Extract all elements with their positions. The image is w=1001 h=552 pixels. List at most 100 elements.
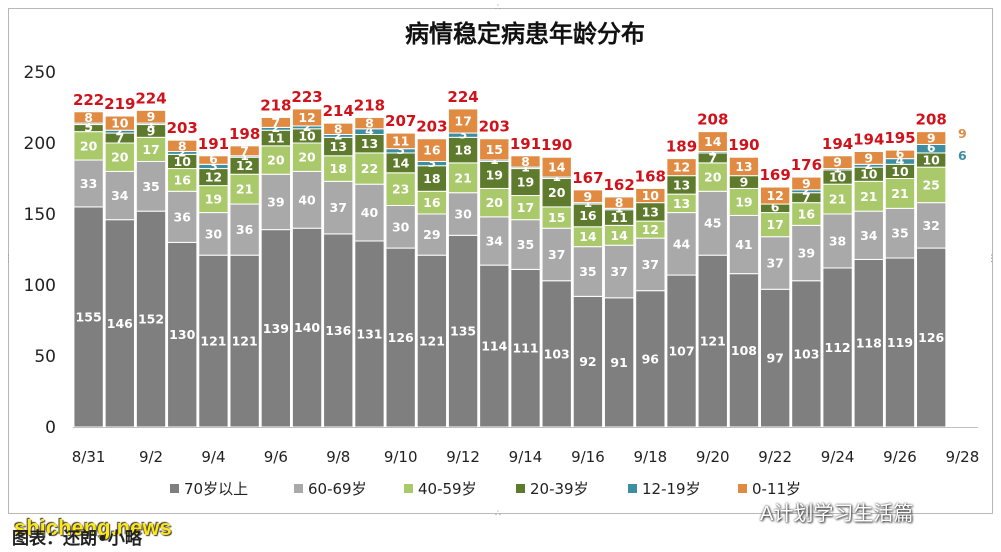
bar-segment-label: 37: [610, 264, 627, 279]
bar-segment: [853, 258, 884, 428]
bar-total-label: 194: [822, 135, 853, 153]
bar-segment-label: 30: [454, 207, 472, 222]
bar-segment: [541, 156, 572, 178]
bar-segment: [229, 145, 260, 157]
bar-segment-label: 9: [833, 155, 842, 170]
bar-segment-label: 9: [147, 123, 156, 138]
bar-segment-label: 8: [615, 195, 624, 210]
legend-label: 12-19岁: [642, 480, 701, 498]
bar-segment-label: 10: [174, 154, 192, 169]
bar-segment-label: 16: [423, 195, 441, 210]
legend-swatch: [738, 484, 747, 493]
bar-total-label: 224: [447, 88, 478, 106]
bar-segment-label: 7: [240, 143, 249, 158]
bar-total-label: 168: [635, 167, 666, 185]
bar-segment-label: 40: [298, 192, 316, 207]
bar-segment-label: 20: [267, 153, 285, 168]
bar-segment-label: 19: [735, 194, 752, 209]
watermark-right: A计划学习生活篇: [760, 503, 914, 525]
bar-segment-label: 14: [610, 228, 628, 243]
bar-segment: [198, 212, 229, 256]
y-tick-label: 200: [24, 134, 56, 154]
side-value-label: 6: [958, 148, 967, 163]
resize-handle-bottom[interactable]: ∴: [495, 509, 501, 519]
bar-segment: [167, 139, 198, 153]
bar-segment-label: 5: [84, 120, 93, 135]
bar-segment-label: 10: [829, 170, 847, 185]
bar-segment-label: 121: [232, 334, 258, 349]
bar-segment-label: 126: [388, 330, 414, 345]
bar-segment: [884, 149, 916, 160]
bar-segment: [385, 247, 416, 428]
bar-segment-label: 9: [802, 176, 811, 191]
bar-segment: [416, 213, 448, 256]
bar-segment-label: 23: [392, 182, 409, 197]
legend-label: 20-39岁: [530, 480, 589, 498]
bar-segment: [135, 136, 167, 162]
y-tick-label: 150: [24, 205, 56, 225]
bar-segment-label: 12: [673, 160, 690, 175]
legend-swatch: [628, 484, 637, 493]
bar-segment: [666, 158, 697, 177]
bar-segment: [135, 109, 167, 124]
y-tick-label: 0: [45, 418, 56, 438]
watermark-left: shicheng.news: [14, 515, 172, 540]
bar-total-label: 189: [666, 138, 697, 156]
bar-segment-label: 9: [927, 131, 936, 146]
bar-segment-label: 111: [512, 341, 538, 356]
bar-total-label: 224: [135, 89, 166, 107]
x-tick-label: 9/26: [883, 448, 917, 466]
bar-total-label: 176: [791, 156, 822, 174]
bar-segment-label: 3: [209, 158, 218, 173]
bar-segment: [697, 190, 728, 256]
bar-segment-label: 3: [428, 155, 437, 170]
bar-segment: [354, 152, 385, 185]
bar-segment-label: 37: [766, 255, 783, 270]
bar-segment-label: 34: [111, 188, 129, 203]
bar-segment-label: 35: [891, 226, 908, 241]
bar-segment-label: 10: [298, 128, 316, 143]
bar-segment-label: 45: [704, 216, 721, 231]
bar-segment: [728, 273, 760, 428]
bar-total-label: 208: [697, 111, 728, 129]
bar-segment: [447, 162, 479, 194]
bar-total-label: 167: [572, 169, 603, 187]
bar-segment: [759, 212, 791, 238]
resize-handle-right[interactable]: ⋮: [987, 254, 996, 264]
x-tick-label: 9/16: [571, 448, 605, 466]
bar-segment: [603, 196, 635, 209]
bar-segment-label: 16: [798, 207, 816, 222]
bar-segment-label: 37: [548, 247, 565, 262]
bar-segment-label: 107: [668, 344, 694, 359]
bar-segment-label: 35: [142, 179, 159, 194]
bar-segment-label: 12: [236, 158, 253, 173]
bar-segment-label: 14: [548, 160, 566, 175]
resize-handle-top[interactable]: ∴: [495, 3, 501, 13]
bar-segment: [541, 280, 572, 428]
resize-handle-left[interactable]: ⋮: [4, 254, 13, 264]
bar-segment-label: 20: [111, 150, 129, 165]
bar-segment-label: 6: [209, 151, 218, 166]
bar-segment-label: 140: [294, 320, 320, 335]
bar-segment: [229, 203, 260, 256]
bar-segment-label: 36: [236, 222, 254, 237]
bar-segment: [416, 138, 448, 162]
x-tick-label: 9/6: [264, 448, 288, 466]
legend-swatch: [516, 484, 525, 493]
bar-total-label: 190: [541, 136, 572, 154]
bar-segment-label: 37: [330, 200, 347, 215]
bar-segment-label: 136: [325, 323, 351, 338]
bar-total-label: 214: [323, 102, 354, 120]
x-tick-label: 9/14: [509, 448, 543, 466]
bar-segment-label: 16: [174, 172, 192, 187]
bar-total-label: 223: [291, 88, 322, 106]
bar-segment: [104, 219, 135, 428]
bar-segment-label: 19: [517, 175, 534, 190]
bar-total-label: 207: [385, 112, 416, 130]
bar-segment-label: 9: [740, 175, 749, 190]
chart-title: 病情稳定病患年龄分布: [405, 20, 645, 48]
bar-segment-label: 34: [486, 233, 504, 248]
x-tick-label: 9/4: [201, 448, 225, 466]
bar-segment-label: 7: [271, 115, 280, 130]
